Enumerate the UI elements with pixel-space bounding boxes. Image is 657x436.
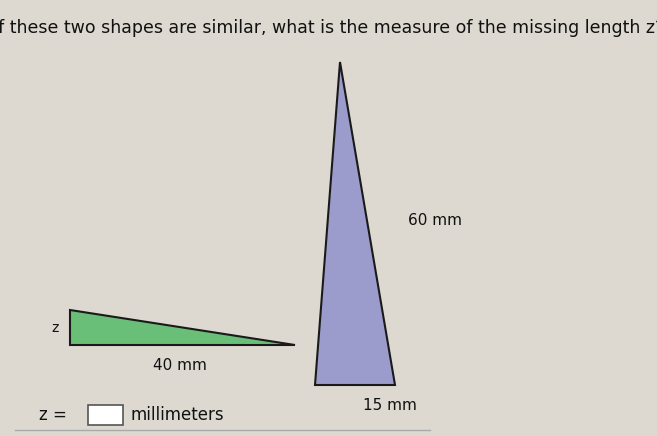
Text: z =: z = xyxy=(39,406,72,424)
Text: If these two shapes are similar, what is the measure of the missing length z?: If these two shapes are similar, what is… xyxy=(0,19,657,37)
Polygon shape xyxy=(315,62,395,385)
Text: millimeters: millimeters xyxy=(130,406,223,424)
Text: 60 mm: 60 mm xyxy=(408,212,462,228)
Bar xyxy=(88,405,123,425)
Text: 40 mm: 40 mm xyxy=(153,358,207,373)
Polygon shape xyxy=(70,310,295,345)
Text: z: z xyxy=(51,321,58,335)
Text: 15 mm: 15 mm xyxy=(363,398,417,413)
